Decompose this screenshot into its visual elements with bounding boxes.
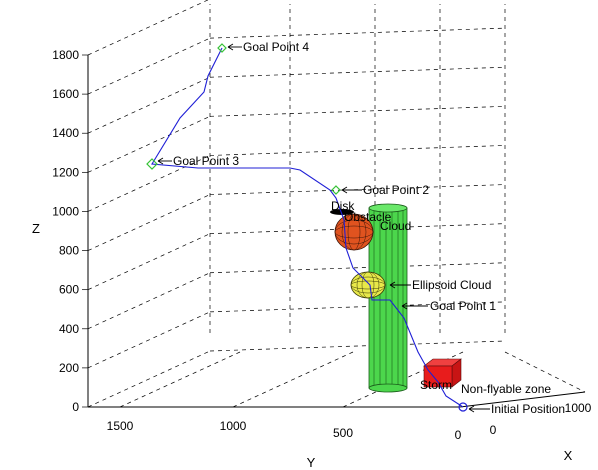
z-grid-line xyxy=(209,301,506,313)
z-grid-line xyxy=(87,155,211,212)
obstacle-cylinder xyxy=(368,203,408,393)
z-tick-label: 1600 xyxy=(52,87,79,101)
label-storm: Storm xyxy=(420,378,452,392)
disk-obstacle xyxy=(330,209,354,215)
z-grid-line xyxy=(87,37,211,95)
z-grid-line xyxy=(87,76,211,134)
y-tick-1000: 1000 xyxy=(220,419,247,433)
label-initial-position: Initial Position xyxy=(491,402,565,416)
floor-grid-line xyxy=(232,351,354,408)
z-tick-label: 800 xyxy=(59,244,79,258)
label-non-flyable-zone: Non-flyable zone xyxy=(461,382,551,396)
z-grid-line xyxy=(209,340,506,352)
axis-frame xyxy=(87,55,586,408)
z-grid-line xyxy=(87,233,211,290)
annotation-pointers xyxy=(157,43,490,413)
z-grid-line xyxy=(87,311,211,369)
z-grid-line xyxy=(87,0,209,56)
z-tick-label: 0 xyxy=(72,400,79,414)
z-grid-line xyxy=(209,66,506,78)
label-ellipsoid-cloud: Ellipsoid Cloud xyxy=(412,278,491,292)
goal-point-3-marker xyxy=(146,158,158,170)
floor-grid-line xyxy=(119,351,241,408)
initial-position-marker xyxy=(458,402,468,412)
z-tick-label: 1800 xyxy=(52,48,79,62)
label-disk: Disk xyxy=(331,199,355,213)
y-tick-500: 500 xyxy=(333,426,353,440)
z-grid-line xyxy=(87,194,211,251)
z-grid-line xyxy=(87,350,211,408)
z-grid-line xyxy=(209,27,506,39)
grid-lines xyxy=(82,0,586,408)
x-tick-1000: 1000 xyxy=(565,401,592,415)
label-cloud: Cloud xyxy=(380,219,411,233)
z-grid-line xyxy=(209,262,506,274)
z-grid-line xyxy=(209,105,506,117)
z-grid-line xyxy=(209,145,506,156)
z-tick-labels: 0 200 400 600 800 1000 1200 1400 1600 1800 xyxy=(52,48,79,414)
flight-path-line xyxy=(151,47,464,408)
z-tick-label: 600 xyxy=(59,283,79,297)
z-axis-label: Z xyxy=(32,221,40,236)
label-goal-point-2: Goal Point 2 xyxy=(363,183,429,197)
floor-grid-line xyxy=(504,351,586,393)
ellipsoid-cloud xyxy=(350,271,386,299)
z-tick-label: 200 xyxy=(59,361,79,375)
label-goal-point-4: Goal Point 4 xyxy=(243,40,309,54)
goal-point-2-marker xyxy=(331,185,341,195)
z-tick-label: 1200 xyxy=(52,165,79,179)
x-axis-label: X xyxy=(564,448,573,463)
z-grid-line xyxy=(87,272,211,330)
label-obstacle: Obstacle xyxy=(344,210,392,224)
z-tick-label: 1400 xyxy=(52,126,79,140)
z-tick-label: 1000 xyxy=(52,204,79,218)
storm-box xyxy=(423,358,462,388)
z-tick-label: 400 xyxy=(59,322,79,336)
y-axis-label: Y xyxy=(307,455,316,470)
label-goal-point-3: Goal Point 3 xyxy=(173,154,239,168)
label-goal-point-1: Goal Point 1 xyxy=(430,299,496,313)
x-tick-0: 0 xyxy=(490,423,497,437)
y-tick-0: 0 xyxy=(455,428,462,442)
z-grid-line xyxy=(87,116,211,173)
y-tick-1500: 1500 xyxy=(107,419,134,433)
goal-point-4-marker xyxy=(217,43,227,53)
